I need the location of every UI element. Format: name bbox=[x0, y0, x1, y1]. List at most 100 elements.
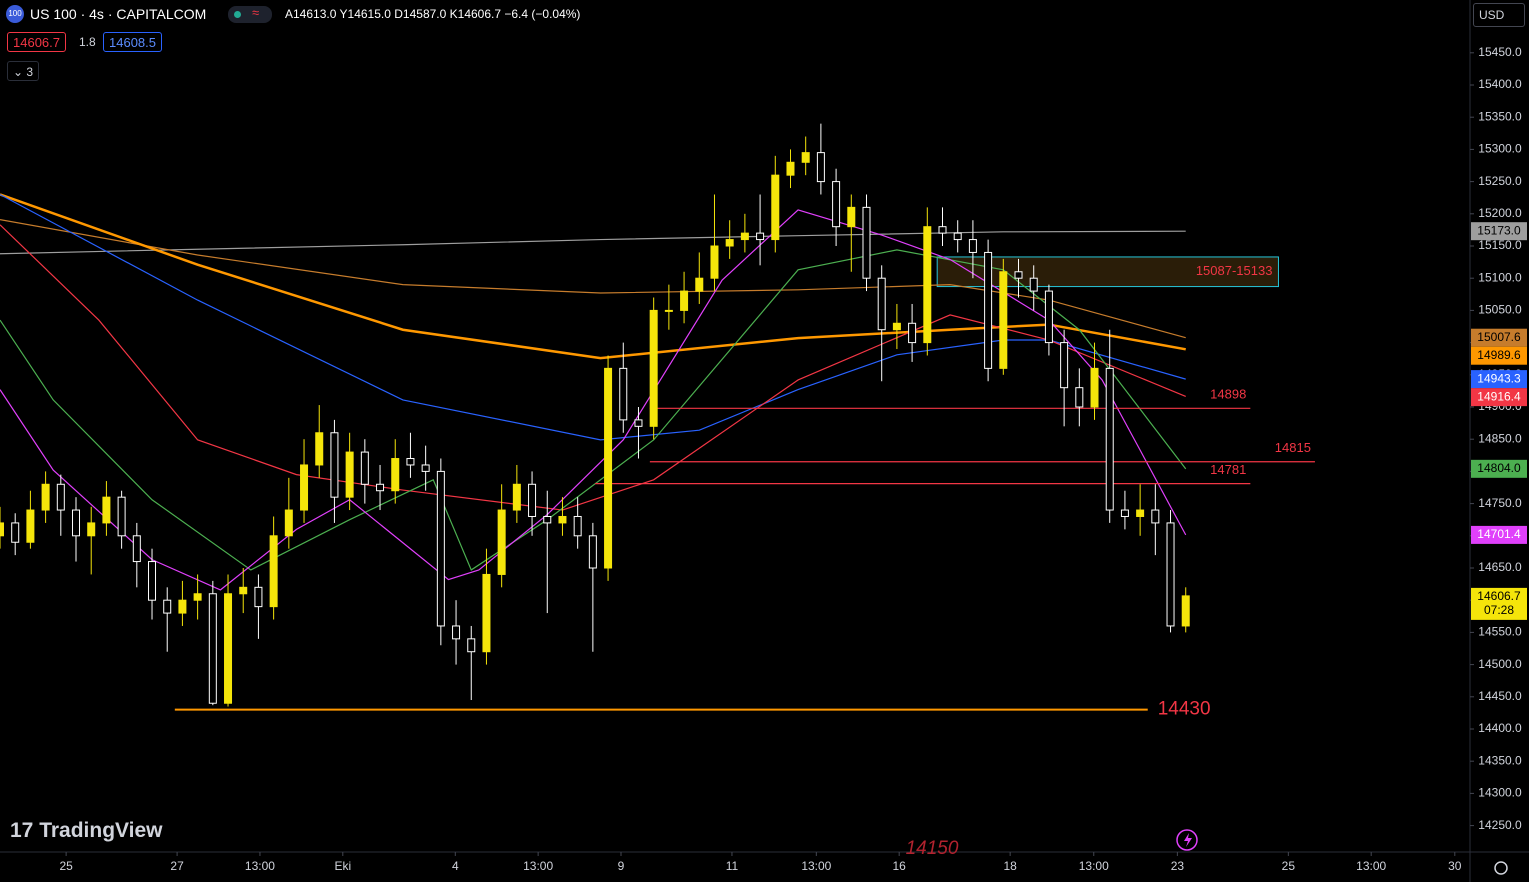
x-tick-label: 30 bbox=[1448, 859, 1462, 873]
logo: 17 TradingView bbox=[10, 819, 163, 843]
candle-body bbox=[452, 625, 461, 640]
alert-icon[interactable] bbox=[1176, 829, 1198, 851]
status-icons bbox=[228, 6, 272, 23]
candle-body bbox=[132, 535, 141, 563]
candle-body bbox=[315, 432, 324, 466]
candle-body bbox=[1105, 367, 1114, 511]
y-tick-label: 14450.0 bbox=[1478, 689, 1522, 703]
indicators-toggle[interactable]: ⌄ 3 bbox=[7, 61, 40, 81]
candle-body bbox=[1014, 271, 1023, 279]
settings-icon[interactable] bbox=[1494, 861, 1508, 875]
market-open-dot bbox=[234, 11, 241, 18]
y-tick-label: 15100.0 bbox=[1478, 270, 1522, 284]
level-label: 14815 bbox=[1275, 440, 1311, 455]
moving-average bbox=[0, 249, 1187, 571]
candle-body bbox=[953, 232, 962, 241]
candle-body bbox=[72, 509, 81, 537]
candle-body bbox=[224, 593, 233, 704]
candle-body bbox=[421, 464, 430, 472]
x-tick-label: 25 bbox=[1282, 859, 1296, 873]
y-tick-label: 14300.0 bbox=[1478, 786, 1522, 800]
candle-body bbox=[41, 483, 50, 511]
candle-body bbox=[1029, 277, 1038, 292]
candle-body bbox=[664, 309, 673, 312]
zone bbox=[936, 256, 1279, 288]
ohlc-high: Y14615.0 bbox=[339, 7, 391, 21]
spread: 1.8 bbox=[79, 35, 96, 49]
candle-body bbox=[528, 483, 537, 517]
y-tick-label: 14350.0 bbox=[1478, 753, 1522, 767]
sell-button[interactable]: 14606.7 bbox=[7, 32, 66, 52]
symbol-title[interactable]: US 100 · 4s · CAPITALCOM bbox=[30, 6, 207, 22]
candle-body bbox=[148, 561, 157, 601]
candle-body bbox=[558, 515, 567, 524]
candle-body bbox=[1090, 367, 1099, 408]
y-tick-label: 14850.0 bbox=[1478, 431, 1522, 445]
x-tick-label: 9 bbox=[618, 859, 625, 873]
y-tick-label: 14400.0 bbox=[1478, 721, 1522, 735]
buy-button[interactable]: 14608.5 bbox=[103, 32, 162, 52]
price-tag bbox=[1471, 388, 1527, 407]
moving-average bbox=[0, 193, 1186, 360]
indicator-count: 3 bbox=[26, 65, 34, 79]
candle-body bbox=[771, 174, 780, 241]
x-tick-label: 18 bbox=[1003, 859, 1017, 873]
ohlc-change: −6.4 (−0.04%) bbox=[504, 7, 581, 21]
candle-body bbox=[391, 458, 400, 492]
price-tag bbox=[1471, 346, 1527, 365]
symbol-icon: 100 bbox=[6, 5, 24, 23]
candle-body bbox=[11, 522, 20, 543]
candle-body bbox=[634, 419, 643, 427]
moving-average bbox=[0, 230, 1186, 255]
y-tick-label: 14550.0 bbox=[1478, 625, 1522, 639]
current-price: 14606.7 bbox=[1477, 589, 1521, 603]
candle-body bbox=[1060, 342, 1069, 389]
price-tag bbox=[1471, 328, 1527, 347]
candle-body bbox=[923, 226, 932, 344]
moving-average bbox=[0, 193, 1186, 441]
level-label: 14781 bbox=[1210, 462, 1246, 477]
zone-label: 15087-15133 bbox=[1196, 263, 1273, 278]
y-tick-label: 15300.0 bbox=[1478, 142, 1522, 156]
candle-body bbox=[725, 239, 734, 247]
price-tag-label: 14701.4 bbox=[1477, 527, 1521, 541]
y-tick-label: 14750.0 bbox=[1478, 496, 1522, 510]
candle-body bbox=[862, 206, 871, 279]
candle-body bbox=[756, 232, 765, 241]
candle-body bbox=[816, 152, 825, 183]
candle-body bbox=[467, 638, 476, 653]
candle-body bbox=[330, 432, 339, 498]
candle-body bbox=[26, 509, 35, 543]
candle-body bbox=[239, 586, 248, 595]
candle-body bbox=[984, 251, 993, 369]
candle-body bbox=[497, 509, 506, 575]
price-tag bbox=[1471, 525, 1527, 544]
candle-body bbox=[588, 535, 597, 569]
candle-body bbox=[1136, 509, 1145, 517]
y-tick-label: 15250.0 bbox=[1478, 174, 1522, 188]
x-tick-label: 16 bbox=[892, 859, 906, 873]
y-tick-label: 15450.0 bbox=[1478, 45, 1522, 59]
level-label: 14898 bbox=[1210, 387, 1246, 402]
candle-body bbox=[604, 367, 613, 569]
candle-body bbox=[163, 599, 172, 614]
candle-body bbox=[1166, 522, 1175, 627]
price-tag-label: 14943.3 bbox=[1477, 371, 1521, 385]
candle-body bbox=[436, 470, 445, 627]
logo-mark: 17 bbox=[10, 819, 40, 842]
candle-body bbox=[877, 277, 886, 331]
candle-body bbox=[649, 309, 658, 427]
x-tick-label: Eki bbox=[334, 859, 351, 873]
candle-body bbox=[1075, 387, 1084, 408]
candle-body bbox=[512, 483, 521, 511]
ohlc: A14613.0 Y14615.0 D14587.0 K14606.7 −6.4… bbox=[285, 7, 580, 21]
candle-body bbox=[178, 599, 187, 614]
candle-body bbox=[573, 515, 582, 537]
currency-button[interactable]: USD bbox=[1473, 3, 1525, 27]
candle-body bbox=[254, 586, 263, 608]
candle-body bbox=[193, 593, 202, 601]
candle-body bbox=[1120, 509, 1129, 517]
candle-body bbox=[208, 593, 217, 704]
